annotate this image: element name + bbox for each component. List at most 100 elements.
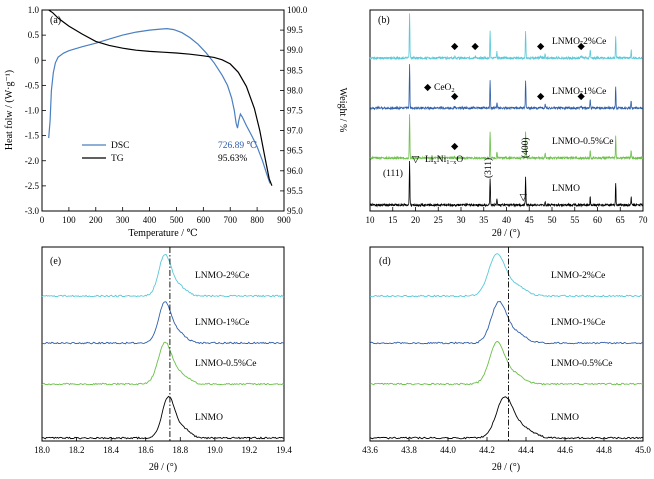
panel-b-xtick-label: 25: [434, 215, 444, 225]
ceo2-sub: 2: [451, 87, 454, 94]
panel-d-frame: [369, 246, 644, 442]
zoom-pattern-lnmo-0.5%ce: [41, 341, 285, 386]
panel-d-xtick-label: 45.0: [635, 445, 651, 455]
panel-a-frame: [41, 9, 285, 212]
panel-a-ytick-label: -2.0: [25, 156, 40, 166]
dsc-peak-annotation: 726.89 ℃: [218, 141, 258, 151]
panel-a-xtick-label: 800: [250, 215, 264, 225]
panel-d-ticks: 43.6 43.8 44.0 44.2 44.4 44.6 44.8 45.0: [362, 437, 651, 455]
panel-a-right-ytick-label: 99.5: [287, 25, 303, 35]
panel-e-xtick-label: 19.0: [207, 445, 223, 455]
ceo2-peak-marker: ◆: [451, 42, 459, 52]
panel-b-xtick-label: 20: [411, 215, 421, 225]
panel-e-xtick-label: 18.6: [138, 445, 154, 455]
panel-b-xtick-label: 60: [593, 215, 603, 225]
xrd-pattern-lnmo-2%ce: [369, 13, 644, 61]
panel-a-xtick-label: 700: [223, 215, 237, 225]
panel-b-xtick-label: 50: [548, 215, 558, 225]
panel-d-x-axis-label: 2θ / (°): [492, 462, 520, 473]
panel-d-xtick-label: 43.6: [362, 445, 378, 455]
impurity-legend-marker: ▽: [412, 155, 420, 165]
panel-a-right-ytick-label: 96.5: [287, 146, 303, 156]
panel-e-xtick-label: 18.0: [34, 445, 50, 455]
panel-e-xtick-label: 18.8: [172, 445, 188, 455]
zoom-series-label: LNMO: [551, 413, 579, 423]
xrd-pattern-lnmo-1%ce: [369, 64, 644, 111]
panel-a-y-axis-label: Heat folw / (W·g⁻¹): [4, 70, 15, 150]
panel-a-right-ytick-label: 99.0: [287, 45, 303, 55]
impurity-label-part: Li: [425, 155, 434, 165]
panel-d-xtick-label: 44.4: [518, 445, 534, 455]
panel-b-xtick-label: 40: [502, 215, 512, 225]
panel-e-xtick-label: 19.2: [242, 445, 258, 455]
panel-e-xtick-label: 18.2: [69, 445, 85, 455]
panel-b: 10 15 20 25 30 35 40 45 50 55 60 65 70 LNMO-2%Ce ◆ ◆ ◆ ◆…: [366, 9, 649, 239]
panel-a-ytick-label: 0.5: [28, 30, 40, 40]
panel-b-series: LNMO-2%Ce◆ ◆ ◆ ◆LNMO-1%Ce◆ ◆ ◆LNMO-0.5%Ce◆LNM…: [369, 13, 644, 208]
panel-b-xtick-label: 45: [525, 215, 535, 225]
panel-a-series: [48, 9, 273, 186]
ceo2-peak-marker: ◆: [537, 92, 545, 102]
panel-a-ytick-label: -1.0: [25, 106, 40, 116]
panel-b-xtick-label: 65: [616, 215, 626, 225]
zoom-series-label: LNMO-2%Ce: [551, 271, 605, 281]
panel-a-xtick-label: 600: [197, 215, 211, 225]
xrd-series-label: LNMO: [552, 184, 580, 194]
panel-b-xtick-label: 15: [388, 215, 398, 225]
panel-a-xtick-label: 300: [116, 215, 130, 225]
legend-dsc-label: DSC: [111, 141, 129, 151]
hkl-400: (400): [520, 137, 531, 158]
panel-a-ytick-label: 0: [35, 55, 40, 65]
impurity-label-part: Ni: [437, 155, 447, 165]
panel-a-y2-axis-label: Weight / %: [337, 88, 348, 133]
legend-tg-label: TG: [111, 154, 124, 164]
panel-a-ytick-label: -3.0: [25, 206, 40, 216]
xrd-pattern-lnmo: [369, 160, 643, 208]
xrd-series-label: LNMO-0.5%Ce: [552, 137, 613, 147]
panel-e-label: (e): [50, 256, 61, 267]
panel-a-xtick-label: 0: [40, 215, 45, 225]
zoom-pattern-lnmo-0.5%ce: [369, 341, 644, 386]
panel-a-ytick-label: 1.0: [28, 5, 40, 15]
ceo2-legend-label: CeO2: [434, 83, 455, 94]
dsc-curve: [48, 27, 271, 184]
zoom-pattern-lnmo-2%ce: [41, 254, 285, 298]
panel-b-xtick-label: 10: [366, 215, 376, 225]
panel-d-series: LNMO-2%Ce LNMO-1%Ce LNMO-0.5%Ce LNMO: [369, 247, 644, 441]
zoom-series-label: LNMO-0.5%Ce: [551, 359, 612, 369]
zoom-pattern-lnmo-1%ce: [42, 301, 285, 345]
panel-d: 43.6 43.8 44.0 44.2 44.4 44.6 44.8 45.0 LNMO-2%…: [362, 246, 651, 473]
panel-a-label: (a): [50, 15, 61, 26]
zoom-series-label: LNMO-1%Ce: [551, 318, 605, 328]
panel-e-xtick-label: 19.4: [276, 445, 292, 455]
impurity-legend-label: LixNi1−xO: [425, 155, 463, 166]
panel-a-right-ytick-label: 98.5: [287, 65, 303, 75]
panel-d-xtick-label: 44.0: [440, 445, 456, 455]
panel-b-label: (b): [378, 15, 390, 26]
ceo2-peak-marker: ◆: [451, 142, 459, 152]
xrd-series-label: LNMO-2%Ce: [552, 37, 606, 47]
panel-e-frame: [41, 246, 285, 442]
panel-b-xtick-label: 35: [479, 215, 489, 225]
ceo2-peak-marker: ◆: [537, 42, 545, 52]
panel-a-xtick-label: 200: [89, 215, 103, 225]
panel-a-x-axis-label: Temperature / ℃: [128, 228, 197, 239]
tg-final-annotation: 95.63%: [218, 154, 247, 164]
panel-d-label: (d): [379, 256, 391, 267]
panel-b-xtick-label: 30: [457, 215, 467, 225]
panel-d-xtick-label: 44.8: [596, 445, 612, 455]
zoom-series-label: LNMO-2%Ce: [195, 271, 249, 281]
zoom-pattern-lnmo-2%ce: [370, 253, 644, 298]
zoom-series-label: LNMO: [195, 413, 223, 423]
zoom-pattern-lnmo-1%ce: [369, 301, 644, 345]
panel-e: 18.0 18.2 18.4 18.6 18.8 19.0 19.2 19.4 LNMO-2%…: [34, 246, 292, 473]
panel-a-xtick-label: 900: [277, 215, 291, 225]
panel-a-ytick-label: -2.5: [25, 181, 40, 191]
impurity-peak-marker: ▽: [520, 193, 528, 203]
panel-b-xtick-label: 55: [570, 215, 580, 225]
ceo2-peak-marker: ◆: [577, 92, 585, 102]
panel-e-x-axis-label: 2θ / (°): [149, 462, 177, 473]
panel-b-xtick-label: 70: [639, 215, 649, 225]
hkl-111: (111): [383, 168, 403, 179]
